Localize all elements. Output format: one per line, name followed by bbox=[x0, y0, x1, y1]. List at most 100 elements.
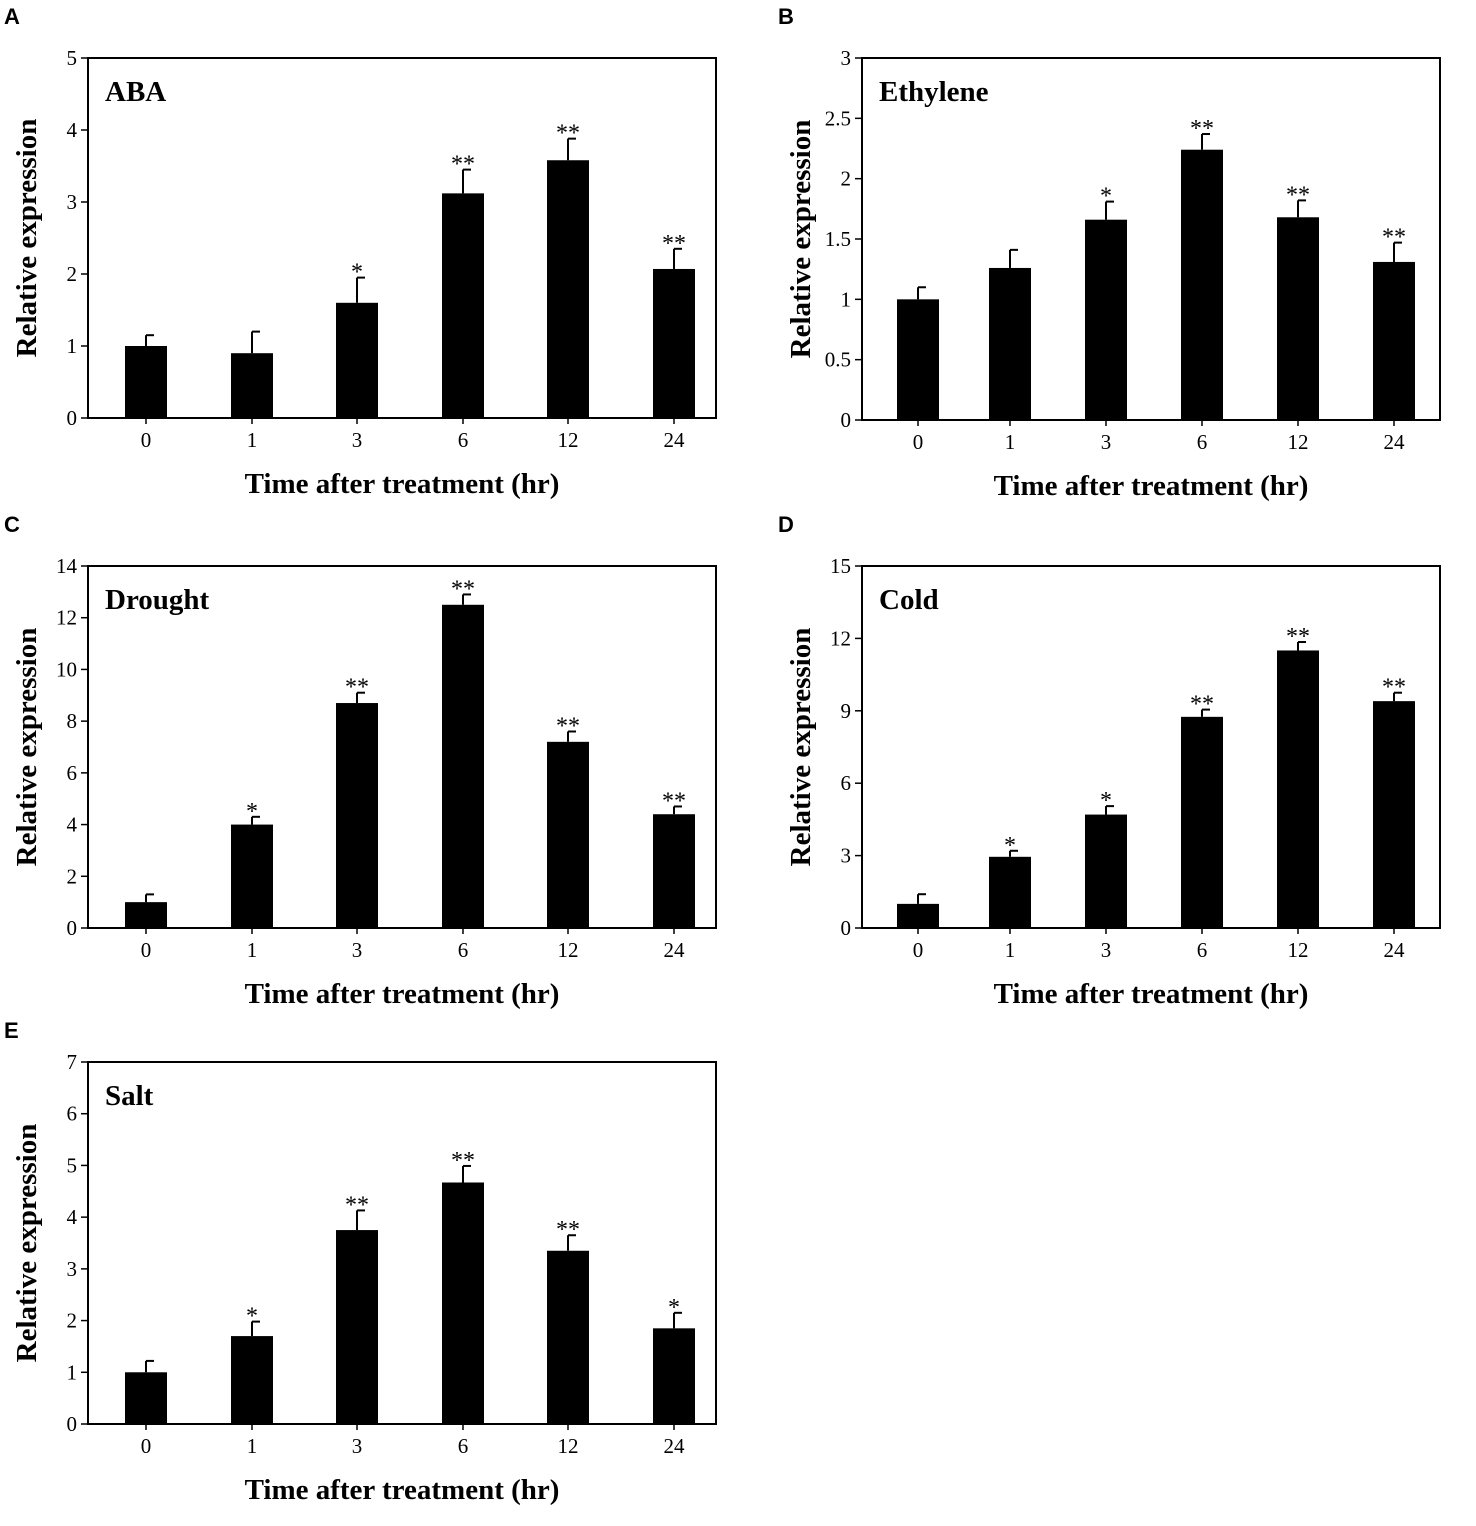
y-tick-label: 6 bbox=[67, 1102, 78, 1126]
bar bbox=[336, 1230, 378, 1424]
y-tick-label: 3 bbox=[67, 190, 78, 214]
significance-marker: * bbox=[668, 1295, 680, 1321]
x-tick-label: 6 bbox=[458, 1434, 469, 1458]
x-tick-label: 3 bbox=[352, 428, 363, 452]
bar bbox=[1085, 219, 1127, 420]
x-tick-label: 3 bbox=[352, 1434, 363, 1458]
y-tick-label: 3 bbox=[67, 1257, 78, 1281]
bar bbox=[989, 856, 1031, 928]
bar bbox=[547, 1250, 589, 1424]
bar bbox=[653, 268, 695, 418]
y-axis-title: Relative expression bbox=[11, 119, 43, 358]
significance-marker: ** bbox=[1382, 675, 1406, 701]
x-tick-label: 24 bbox=[664, 1434, 686, 1458]
significance-marker: ** bbox=[556, 713, 580, 739]
significance-marker: * bbox=[1100, 788, 1112, 814]
x-axis-title: Time after treatment (hr) bbox=[245, 978, 560, 1010]
y-tick-label: 1.5 bbox=[825, 227, 851, 251]
chart-panel-d: D Cold 0 3 6 9 12 15 0 * 1 * 3 ** 6 ** 12 ** 24 Time after … bbox=[778, 512, 1441, 1010]
significance-marker: ** bbox=[1190, 692, 1214, 718]
y-tick-label: 15 bbox=[830, 554, 851, 578]
bar bbox=[442, 193, 484, 418]
panel-letter: A bbox=[4, 4, 20, 29]
x-axis-title: Time after treatment (hr) bbox=[994, 470, 1309, 502]
y-tick-label: 6 bbox=[841, 771, 852, 795]
x-tick-label: 3 bbox=[1101, 430, 1112, 454]
significance-marker: ** bbox=[556, 1217, 580, 1243]
x-tick-label: 24 bbox=[664, 428, 686, 452]
significance-marker: ** bbox=[451, 576, 475, 602]
bar bbox=[547, 160, 589, 419]
panel-letter: E bbox=[4, 1018, 19, 1043]
x-tick-label: 6 bbox=[458, 938, 469, 962]
bar bbox=[442, 1182, 484, 1424]
y-axis-title: Relative expression bbox=[11, 1124, 43, 1363]
bar bbox=[653, 814, 695, 928]
panel-letter: D bbox=[778, 512, 794, 537]
bar bbox=[1373, 261, 1415, 420]
x-tick-label: 1 bbox=[1005, 430, 1016, 454]
significance-marker: ** bbox=[345, 675, 369, 701]
bar bbox=[336, 302, 378, 418]
x-tick-label: 0 bbox=[141, 428, 152, 452]
x-tick-label: 1 bbox=[247, 1434, 258, 1458]
y-tick-label: 4 bbox=[67, 813, 78, 837]
x-tick-label: 24 bbox=[1384, 938, 1406, 962]
x-tick-label: 6 bbox=[1197, 938, 1208, 962]
significance-marker: ** bbox=[1286, 182, 1310, 208]
significance-marker: ** bbox=[1286, 624, 1310, 650]
y-tick-label: 5 bbox=[67, 1153, 78, 1177]
significance-marker: ** bbox=[1382, 225, 1406, 251]
y-tick-label: 1 bbox=[67, 1360, 78, 1384]
significance-marker: * bbox=[351, 260, 363, 286]
x-tick-label: 0 bbox=[141, 1434, 152, 1458]
x-tick-label: 24 bbox=[664, 938, 686, 962]
y-tick-label: 3 bbox=[841, 46, 852, 70]
bar bbox=[897, 903, 939, 928]
y-tick-label: 9 bbox=[841, 699, 852, 723]
x-tick-label: 1 bbox=[247, 428, 258, 452]
y-tick-label: 14 bbox=[56, 554, 78, 578]
bar bbox=[1181, 149, 1223, 420]
bar bbox=[231, 824, 273, 928]
chart-title: Cold bbox=[879, 584, 939, 616]
y-tick-label: 6 bbox=[67, 761, 78, 785]
significance-marker: ** bbox=[451, 1148, 475, 1174]
x-tick-label: 3 bbox=[1101, 938, 1112, 962]
plot-frame bbox=[861, 565, 1441, 929]
panel-letter: C bbox=[4, 512, 20, 537]
x-tick-label: 12 bbox=[1288, 938, 1309, 962]
y-tick-label: 0.5 bbox=[825, 348, 851, 372]
bar bbox=[1277, 217, 1319, 420]
x-tick-label: 12 bbox=[558, 428, 579, 452]
bar bbox=[231, 1336, 273, 1424]
x-tick-label: 0 bbox=[913, 938, 924, 962]
significance-marker: * bbox=[246, 1304, 258, 1330]
chart-panel-b: B Ethylene 0 0.5 1 1.5 2 2.5 3 0 1 * 3 ** 6 ** 12 ** 24 Tim… bbox=[778, 4, 1441, 502]
plot-frame bbox=[87, 1061, 717, 1425]
y-tick-label: 0 bbox=[67, 406, 78, 430]
y-tick-label: 12 bbox=[830, 626, 851, 650]
y-tick-label: 3 bbox=[841, 844, 852, 868]
significance-marker: ** bbox=[556, 121, 580, 147]
chart-title: Salt bbox=[105, 1080, 154, 1112]
significance-marker: ** bbox=[662, 788, 686, 814]
y-axis-title: Relative expression bbox=[785, 120, 817, 359]
panel-letter: B bbox=[778, 4, 794, 29]
significance-marker: ** bbox=[451, 152, 475, 178]
x-tick-label: 12 bbox=[1288, 430, 1309, 454]
bar bbox=[1373, 701, 1415, 928]
y-tick-label: 2.5 bbox=[825, 106, 851, 130]
significance-marker: ** bbox=[662, 231, 686, 257]
y-tick-label: 8 bbox=[67, 709, 78, 733]
x-axis-title: Time after treatment (hr) bbox=[245, 1474, 560, 1506]
bar bbox=[336, 703, 378, 928]
bar bbox=[231, 353, 273, 418]
y-tick-label: 2 bbox=[67, 864, 78, 888]
y-tick-label: 12 bbox=[56, 606, 77, 630]
x-tick-label: 12 bbox=[558, 1434, 579, 1458]
x-tick-label: 6 bbox=[1197, 430, 1208, 454]
x-tick-label: 3 bbox=[352, 938, 363, 962]
